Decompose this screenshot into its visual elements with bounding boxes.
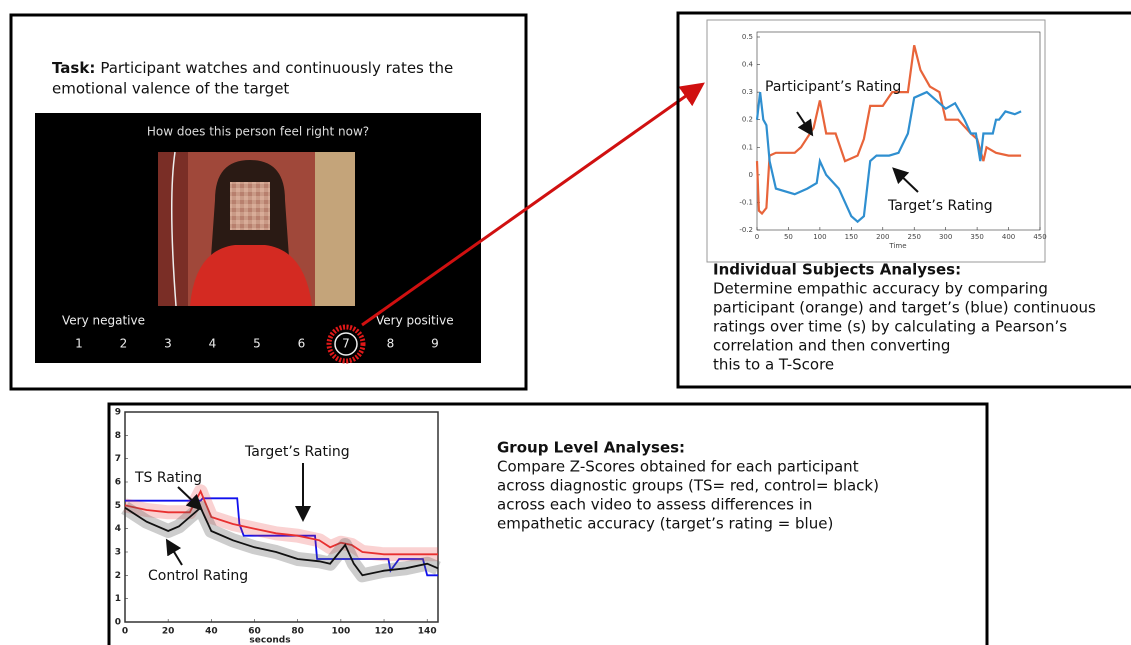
x-tick-label: 0 [122, 627, 128, 637]
task-text: Participant watches and continuously rat… [100, 59, 453, 77]
y-tick-label: -0.2 [739, 226, 753, 234]
x-tick-label: 200 [876, 233, 889, 241]
scale-number: 2 [120, 337, 128, 351]
x-tick-label: 150 [845, 233, 858, 241]
task-text: emotional valence of the target [52, 80, 289, 98]
y-tick-label: 0.5 [742, 33, 753, 41]
scale-number: 4 [209, 337, 217, 351]
group-heading: Group Level Analyses: [497, 439, 685, 457]
body-line: correlation and then converting [713, 337, 950, 355]
x-tick-label: 40 [205, 627, 218, 637]
series-line [124, 489, 438, 556]
scale-number: 3 [164, 337, 172, 351]
series-annotation: Target’s Rating [887, 198, 993, 214]
y-tick-label: 0.2 [742, 116, 753, 124]
task-title: Task: Participant watches and continuousl… [52, 59, 453, 77]
series-annotation: Target’s Rating [244, 444, 350, 460]
x-axis-label: seconds [249, 636, 290, 645]
annotation-arrow [892, 167, 919, 193]
series-annotation: Control Rating [148, 568, 248, 584]
y-tick-label: 5 [115, 501, 121, 511]
body-line: this to a T-Score [713, 356, 834, 374]
body-line: Compare Z-Scores obtained for each parti… [497, 458, 859, 476]
y-tick-label: 6 [115, 478, 121, 488]
y-tick-label: 8 [115, 431, 121, 441]
series-annotation: Participant’s Rating [765, 79, 901, 95]
series-line [755, 90, 1022, 224]
y-tick-label: 1 [115, 594, 121, 604]
scale-number: 1 [75, 337, 83, 351]
y-tick-label: 3 [115, 548, 121, 558]
x-tick-label: 20 [162, 627, 175, 637]
y-tick-label: 4 [115, 524, 121, 534]
group-chart: 0 20 40 60 80 100 120 140 0 1 2 3 4 5 6 7 8 9 seconds Targe… [115, 408, 441, 645]
annotation-arrow [796, 111, 814, 137]
y-tick-label: 0 [749, 171, 753, 179]
x-tick-label: 400 [1002, 233, 1015, 241]
x-tick-label: 250 [908, 233, 921, 241]
plot-area [124, 411, 439, 623]
scale-number: 8 [387, 337, 395, 351]
body-line: across each video to assess differences … [497, 496, 812, 514]
annotation-arrow [177, 486, 203, 511]
x-tick-label: 100 [331, 627, 350, 637]
series-line [125, 497, 438, 577]
selection-circle [334, 332, 358, 356]
y-tick-label: 0.4 [742, 61, 754, 69]
y-tick-label: 2 [115, 571, 121, 581]
x-tick-label: 300 [939, 233, 952, 241]
individual-heading: Individual Subjects Analyses: [713, 261, 961, 279]
y-tick-label: 7 [115, 454, 121, 464]
scale-number: 5 [253, 337, 261, 351]
individual-chart: 0 50 100 150 200 250 300 350 400 450 -0.2 -0.1 0 0.1 0… [739, 31, 1047, 250]
x-tick-label: 100 [813, 233, 826, 241]
series-annotation: TS Rating [134, 470, 202, 486]
y-tick-label: 0.1 [742, 143, 753, 151]
connector-arrow [361, 82, 705, 327]
x-tick-label: 60 [248, 627, 261, 637]
x-tick-label: 450 [1033, 233, 1046, 241]
body-line: participant (orange) and target’s (blue)… [713, 299, 1096, 317]
video-photo [158, 151, 355, 307]
task-label: Task: [52, 59, 95, 77]
scale-number: 7 [342, 337, 350, 351]
x-tick-label: 80 [291, 627, 304, 637]
selection-ring [326, 324, 366, 364]
x-tick-label: 140 [418, 627, 437, 637]
body-line: ratings over time (s) by calculating a P… [713, 318, 1067, 336]
rating-scale: 1 2 3 4 5 6 7 8 9 [75, 324, 439, 364]
scale-number: 9 [431, 337, 439, 351]
question: How does this person feel right now? [147, 125, 369, 139]
group-text: Compare Z-Scores obtained for each parti… [497, 458, 879, 533]
scale-high: Very positive [376, 314, 454, 328]
body-line: across diagnostic groups (TS= red, contr… [497, 477, 879, 495]
panel-frame [676, 11, 1131, 389]
series-line [124, 506, 439, 577]
x-axis-label: Time [888, 242, 906, 250]
x-tick-label: 0 [755, 233, 759, 241]
body-line: Determine empathic accuracy by comparing [713, 280, 1048, 298]
y-tick-label: 0.3 [742, 88, 753, 96]
scale-low: Very negative [62, 314, 145, 328]
y-tick-label: -0.1 [739, 198, 753, 206]
x-tick-label: 120 [375, 627, 394, 637]
y-tick-label: 9 [115, 408, 121, 418]
panel-frame [9, 13, 528, 391]
body-line: empathetic accuracy (target’s rating = b… [497, 515, 833, 533]
scale-number: 6 [298, 337, 306, 351]
individual-text: Determine empathic accuracy by comparing… [713, 280, 1096, 374]
x-tick-label: 350 [970, 233, 983, 241]
annotation-arrow [165, 538, 183, 566]
x-tick-label: 50 [784, 233, 793, 241]
y-tick-label: 0 [115, 618, 121, 628]
panel-frame [107, 402, 989, 645]
